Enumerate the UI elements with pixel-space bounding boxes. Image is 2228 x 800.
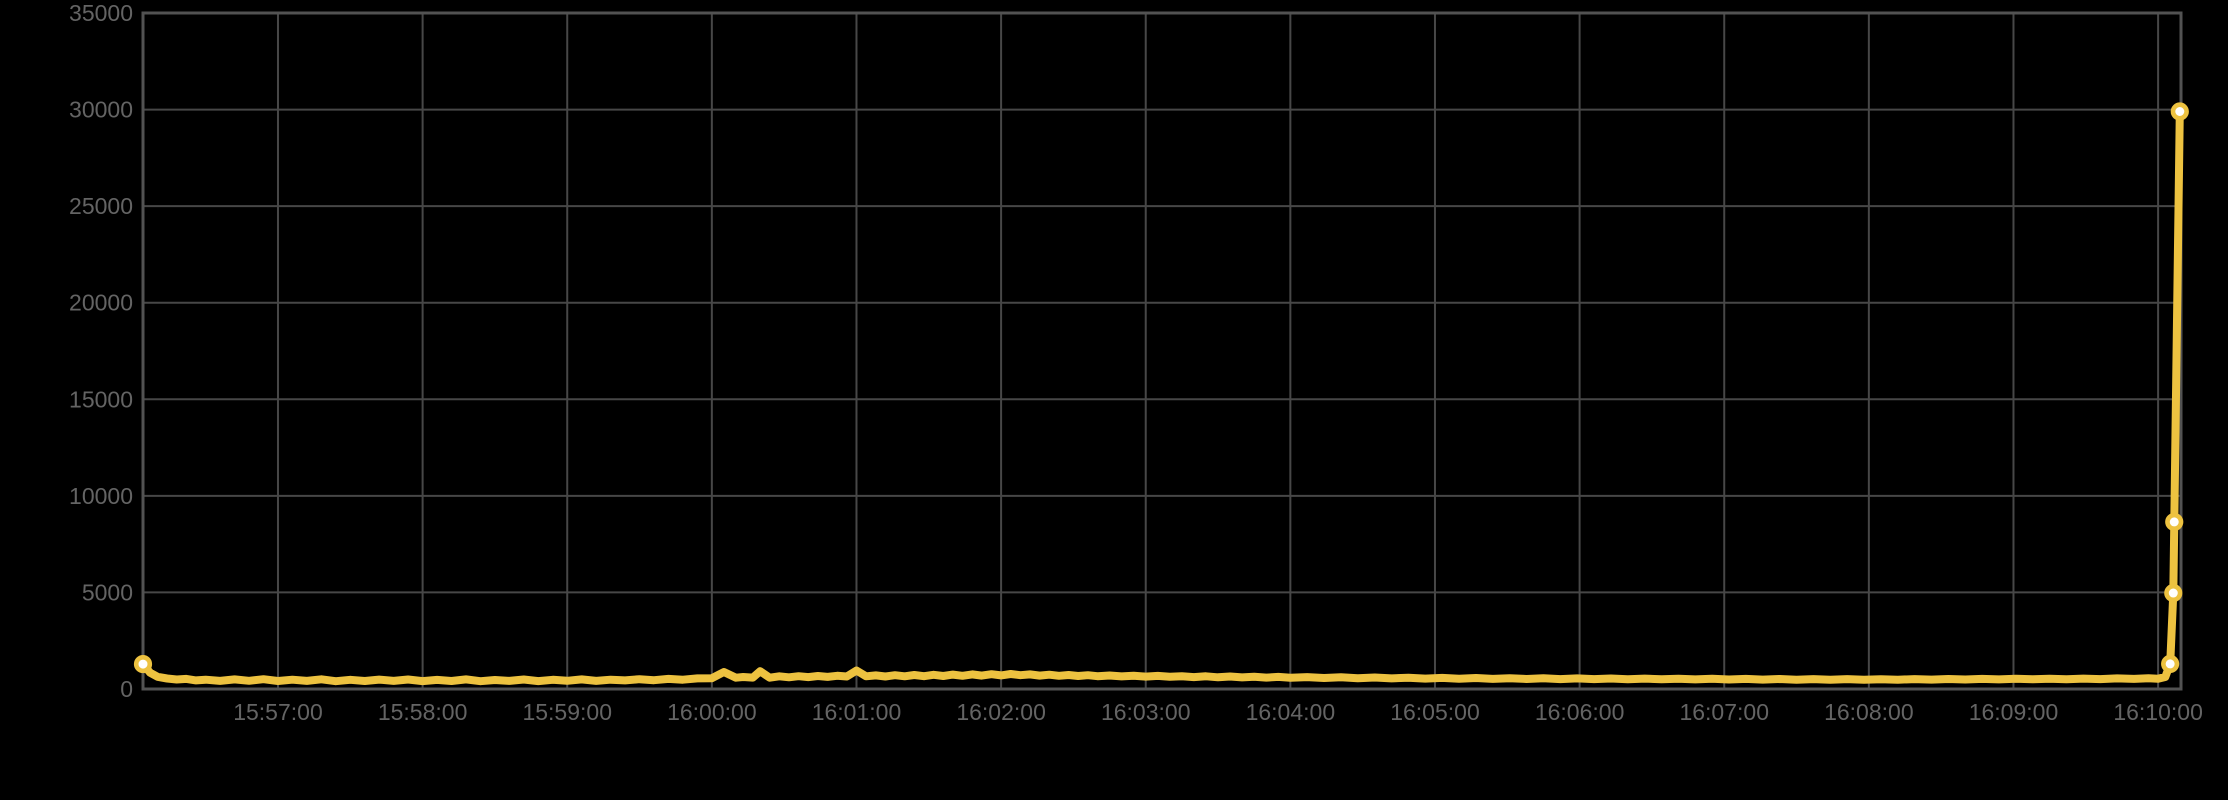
data-point-marker[interactable] bbox=[2164, 583, 2183, 603]
x-tick-label: 16:04:00 bbox=[1246, 699, 1336, 725]
data-point-marker[interactable] bbox=[2161, 654, 2180, 673]
y-tick-label: 15000 bbox=[69, 386, 133, 412]
x-tick-label: 16:02:00 bbox=[956, 699, 1046, 725]
x-tick-label: 16:03:00 bbox=[1101, 699, 1191, 725]
y-tick-label: 5000 bbox=[82, 579, 133, 605]
x-tick-label: 15:57:00 bbox=[233, 699, 323, 725]
plot-border bbox=[141, 11, 2183, 691]
x-tick-label: 16:10:00 bbox=[2113, 699, 2203, 725]
y-tick-label: 0 bbox=[120, 676, 133, 702]
x-tick-label: 16:08:00 bbox=[1824, 699, 1914, 725]
data-point-marker[interactable] bbox=[2170, 102, 2189, 121]
y-tick-label: 30000 bbox=[69, 97, 133, 123]
data-point-marker[interactable] bbox=[133, 654, 153, 674]
y-tick-label: 10000 bbox=[69, 483, 133, 509]
y-tick-label: 20000 bbox=[69, 290, 133, 316]
x-tick-label: 16:05:00 bbox=[1390, 699, 1480, 725]
x-tick-label: 16:07:00 bbox=[1679, 699, 1769, 725]
data-point-marker[interactable] bbox=[2165, 512, 2184, 532]
series-line bbox=[139, 107, 2184, 686]
x-tick-label: 16:00:00 bbox=[667, 699, 757, 725]
x-tick-label: 16:06:00 bbox=[1535, 699, 1625, 725]
y-tick-label: 35000 bbox=[69, 0, 133, 26]
x-tick-label: 16:01:00 bbox=[812, 699, 902, 725]
y-tick-label: 25000 bbox=[69, 193, 133, 219]
x-tick-label: 15:58:00 bbox=[378, 699, 468, 725]
x-tick-label: 16:09:00 bbox=[1969, 699, 2059, 725]
x-tick-label: 15:59:00 bbox=[522, 699, 612, 725]
